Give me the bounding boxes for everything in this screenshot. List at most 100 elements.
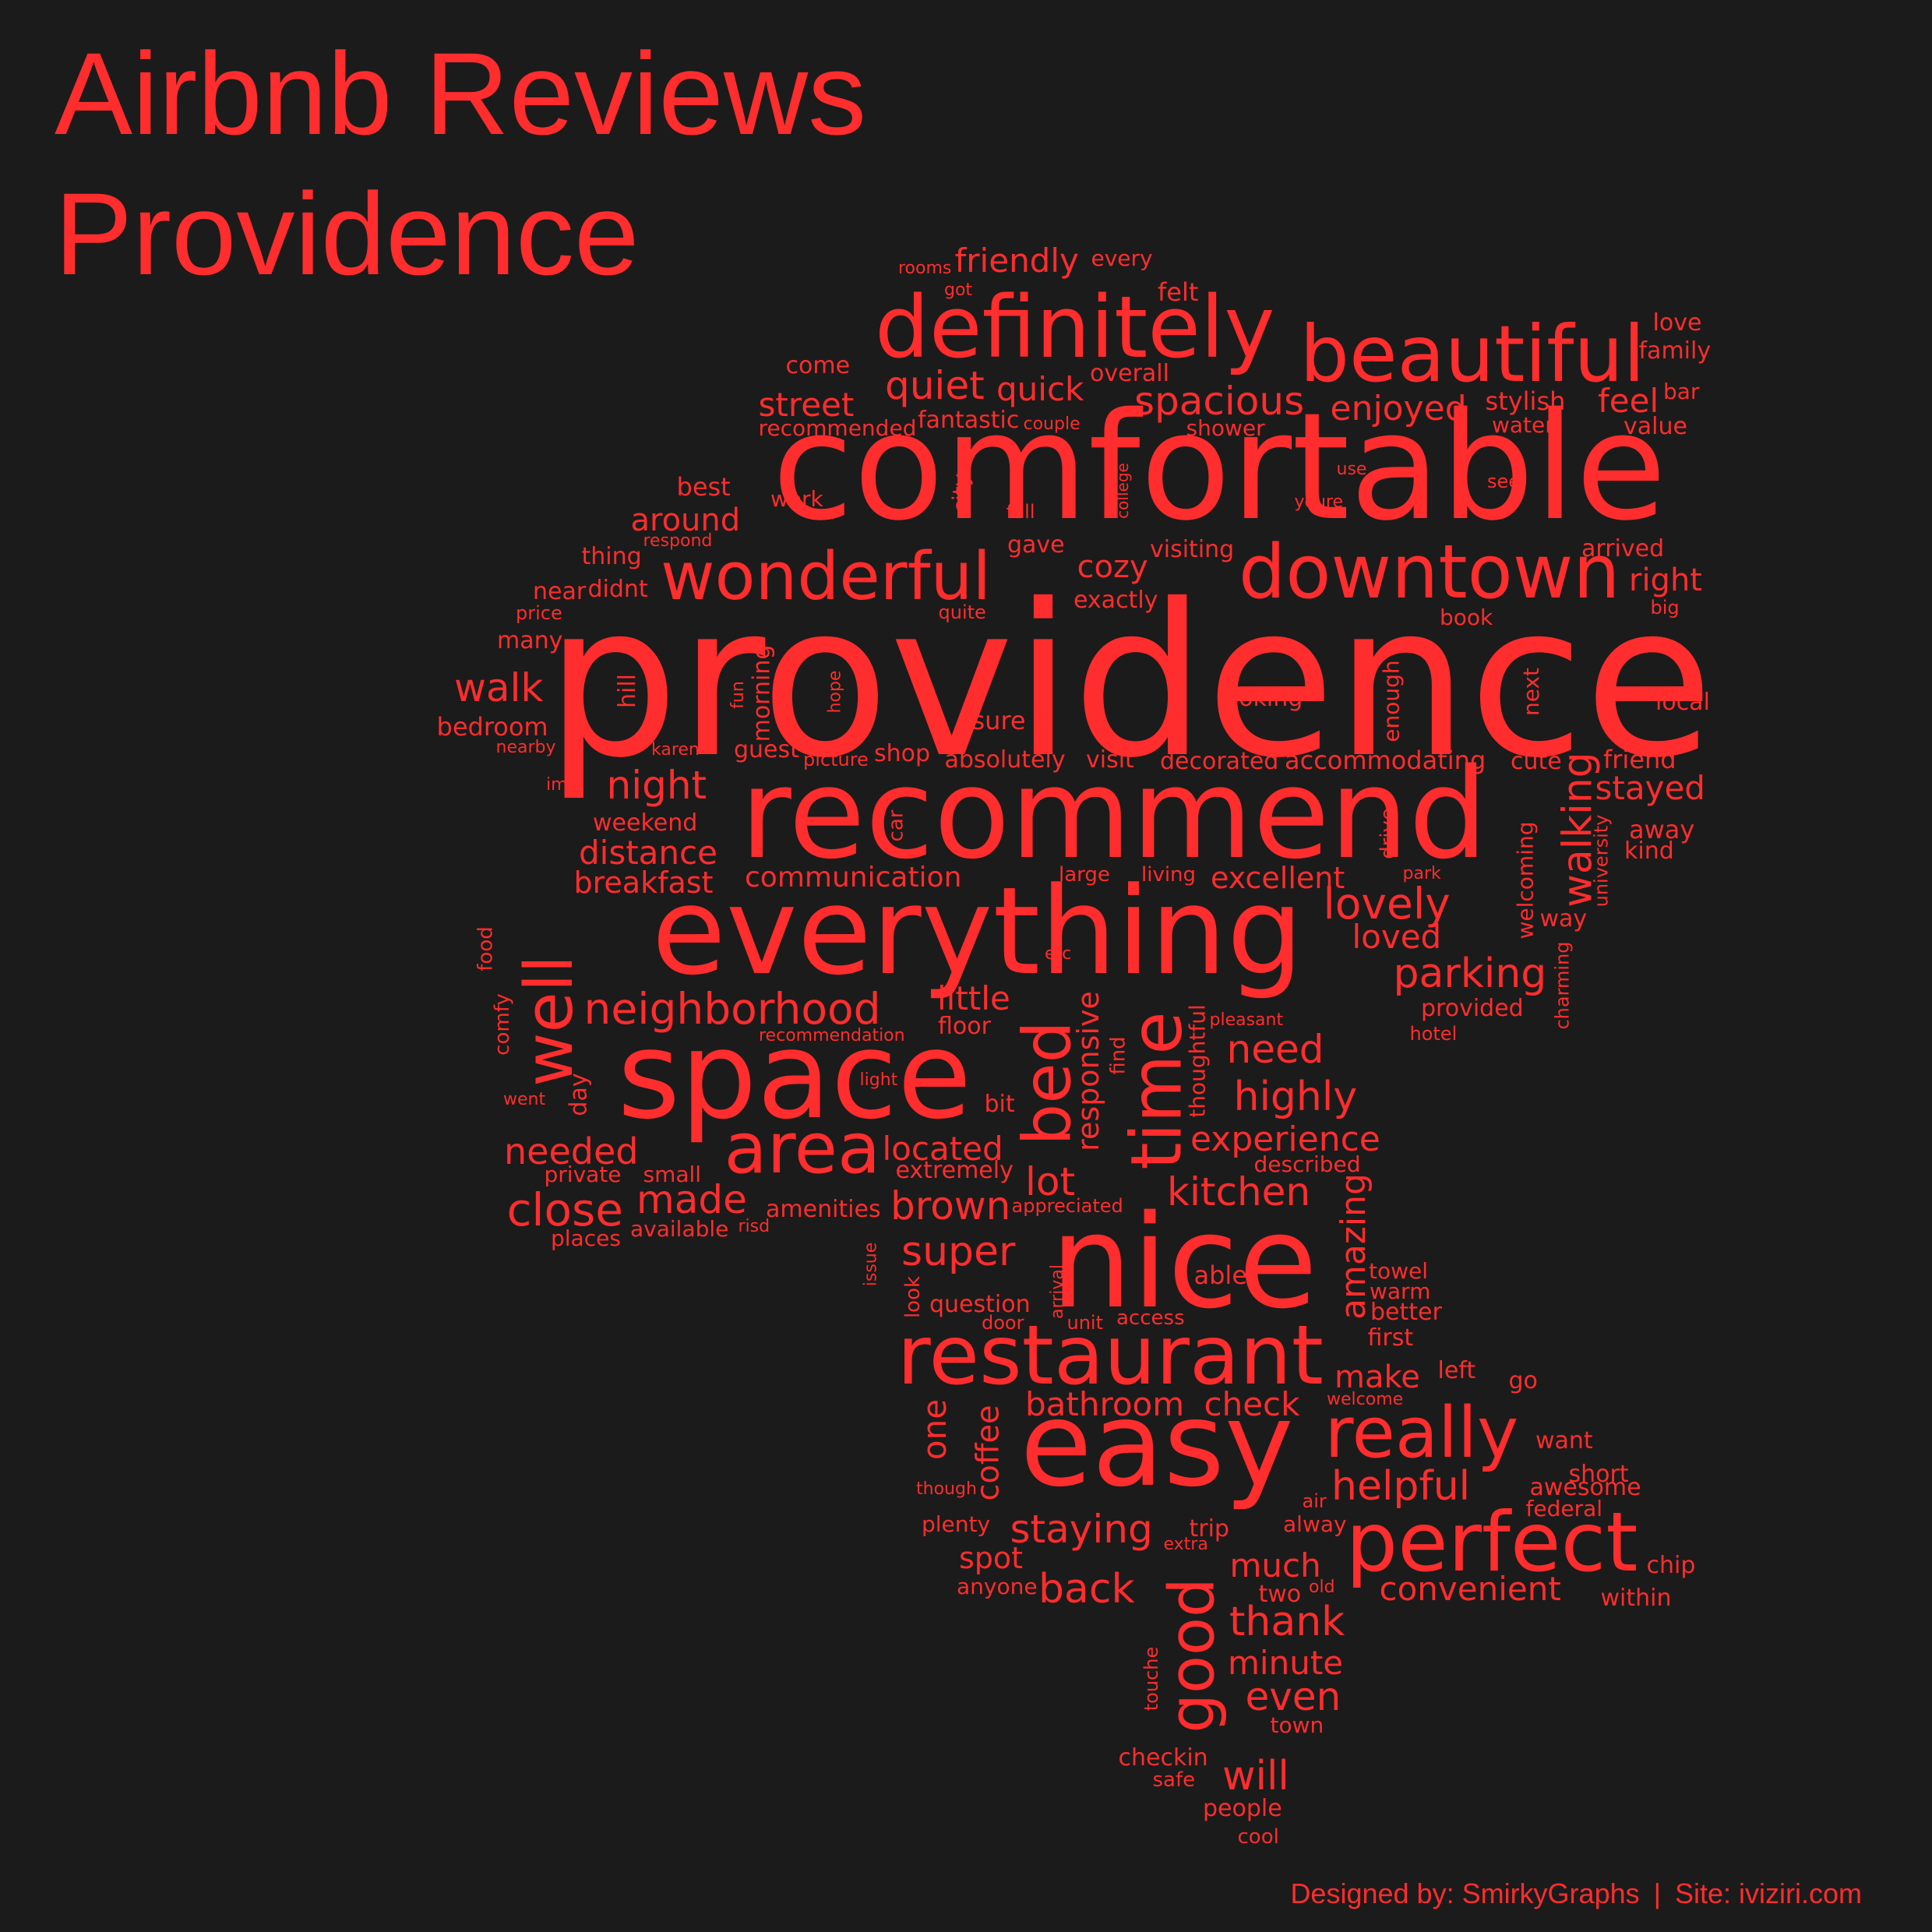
cloud-word: fantastic bbox=[918, 407, 1020, 434]
cloud-word: downtown bbox=[1239, 529, 1620, 615]
cloud-word: town bbox=[1270, 1712, 1324, 1738]
cloud-word: city bbox=[947, 473, 973, 513]
cloud-word: anyone bbox=[957, 1574, 1038, 1599]
cloud-word: drive bbox=[1376, 808, 1400, 859]
cloud-word: bathroom bbox=[1025, 1385, 1185, 1423]
cloud-word: extra bbox=[1163, 1535, 1208, 1554]
cloud-word: nice bbox=[1050, 1186, 1318, 1337]
cloud-word: visit bbox=[1086, 746, 1134, 774]
cloud-word: spot bbox=[959, 1541, 1024, 1575]
cloud-word: thank bbox=[1229, 1599, 1345, 1645]
cloud-word: work bbox=[770, 486, 823, 512]
cloud-word: issue bbox=[860, 1242, 880, 1287]
cloud-word: enough bbox=[1378, 660, 1405, 742]
cloud-word: water bbox=[1492, 412, 1554, 438]
cloud-word: short bbox=[1568, 1461, 1629, 1488]
cloud-word: price bbox=[516, 602, 562, 624]
cloud-word: plenty bbox=[922, 1511, 991, 1537]
cloud-word: big bbox=[1650, 597, 1680, 619]
cloud-word: hill bbox=[614, 673, 642, 709]
cloud-word: back bbox=[1038, 1566, 1135, 1613]
cloud-word: university bbox=[1589, 814, 1612, 908]
cloud-word: recommended bbox=[758, 415, 917, 441]
cloud-word: thoughtful bbox=[1184, 1004, 1211, 1118]
cloud-word: minute bbox=[1228, 1644, 1344, 1682]
cloud-word: didnt bbox=[587, 576, 648, 603]
cloud-word: private bbox=[544, 1162, 622, 1187]
cloud-word: visiting bbox=[1150, 536, 1235, 563]
cloud-word: friendly bbox=[954, 242, 1079, 280]
cloud-word: hotel bbox=[1409, 1023, 1458, 1045]
title-line-2: Providence bbox=[55, 168, 640, 299]
title-line-1: Airbnb Reviews bbox=[55, 28, 867, 159]
cloud-word: able bbox=[1193, 1260, 1248, 1290]
cloud-word: decorated bbox=[1160, 748, 1279, 775]
cloud-word: convenient bbox=[1379, 1570, 1561, 1608]
cloud-word: right bbox=[1629, 562, 1702, 598]
cloud-word: well bbox=[510, 954, 588, 1087]
cloud-word: left bbox=[1437, 1357, 1476, 1384]
cloud-word: providence bbox=[545, 559, 1714, 804]
cloud-word: morning bbox=[747, 644, 775, 742]
cloud-word: amenities bbox=[766, 1196, 881, 1223]
cloud-word: one bbox=[915, 1398, 954, 1461]
cloud-word: quite bbox=[938, 601, 986, 623]
cloud-word: floor bbox=[938, 1013, 991, 1040]
cloud-word: made bbox=[636, 1177, 747, 1222]
cloud-word: kind bbox=[1624, 837, 1674, 865]
cloud-word: excellent bbox=[1211, 861, 1345, 895]
cloud-word: light bbox=[859, 1070, 898, 1090]
cloud-word: though bbox=[916, 1479, 977, 1499]
cloud-word: much bbox=[1229, 1546, 1321, 1585]
cloud-word: trip bbox=[1189, 1515, 1229, 1542]
cloud-word: really bbox=[1324, 1392, 1519, 1474]
cloud-word: shower bbox=[1186, 415, 1265, 441]
cloud-word: best bbox=[676, 472, 731, 502]
cloud-word: full bbox=[1006, 501, 1035, 523]
cloud-word: alway bbox=[1283, 1511, 1347, 1537]
cloud-word: amazing bbox=[1333, 1173, 1373, 1320]
cloud-word: good bbox=[1155, 1578, 1229, 1733]
cloud-word: book bbox=[1440, 605, 1493, 630]
cloud-word: got bbox=[944, 280, 973, 300]
cloud-word: thing bbox=[581, 543, 642, 570]
cloud-word: cool bbox=[1237, 1825, 1279, 1849]
cloud-word: air bbox=[1302, 1490, 1327, 1512]
footer-credit: Designed by: SmirkyGraphs | Site: iviziri.… bbox=[1290, 1877, 1862, 1910]
cloud-word: value bbox=[1624, 413, 1687, 440]
cloud-word: responsive bbox=[1070, 991, 1105, 1151]
cloud-word: safe bbox=[1152, 1768, 1196, 1792]
cloud-word: local bbox=[1655, 689, 1710, 716]
cloud-word: use bbox=[1336, 460, 1367, 479]
cloud-word: little bbox=[937, 979, 1010, 1017]
cloud-word: shop bbox=[874, 740, 931, 767]
cloud-word: two bbox=[1258, 1581, 1302, 1608]
cloud-word: spacious bbox=[1134, 379, 1305, 424]
cloud-word: easy bbox=[1020, 1377, 1294, 1513]
cloud-word: question bbox=[929, 1291, 1031, 1318]
cloud-word: touche bbox=[1141, 1646, 1163, 1712]
cloud-word: comfortable bbox=[772, 381, 1667, 553]
cloud-word: quick bbox=[996, 370, 1084, 408]
cloud-word: rooms bbox=[898, 259, 952, 278]
cloud-word: chip bbox=[1646, 1552, 1696, 1579]
cloud-word: cozy bbox=[1077, 549, 1148, 585]
cloud-word: coffee bbox=[970, 1405, 1007, 1501]
cloud-word: fun bbox=[728, 681, 748, 709]
cloud-word: many bbox=[497, 627, 563, 654]
footer-site: Site: iviziri.com bbox=[1674, 1877, 1862, 1909]
cloud-word: went bbox=[503, 1090, 546, 1109]
cloud-word: quiet bbox=[885, 363, 985, 408]
cloud-word: respond bbox=[643, 531, 713, 551]
cloud-word: day bbox=[565, 1073, 593, 1116]
cloud-word: away bbox=[1629, 815, 1695, 844]
cloud-word: federal bbox=[1525, 1496, 1603, 1521]
cloud-word: space bbox=[617, 1004, 972, 1146]
cloud-word: charming bbox=[1551, 941, 1574, 1030]
cloud-word: etc bbox=[1045, 944, 1072, 964]
cloud-word: food bbox=[474, 926, 498, 971]
cloud-word: im bbox=[546, 775, 568, 795]
cloud-word: find bbox=[1106, 1036, 1130, 1075]
cloud-word: close bbox=[506, 1183, 623, 1236]
